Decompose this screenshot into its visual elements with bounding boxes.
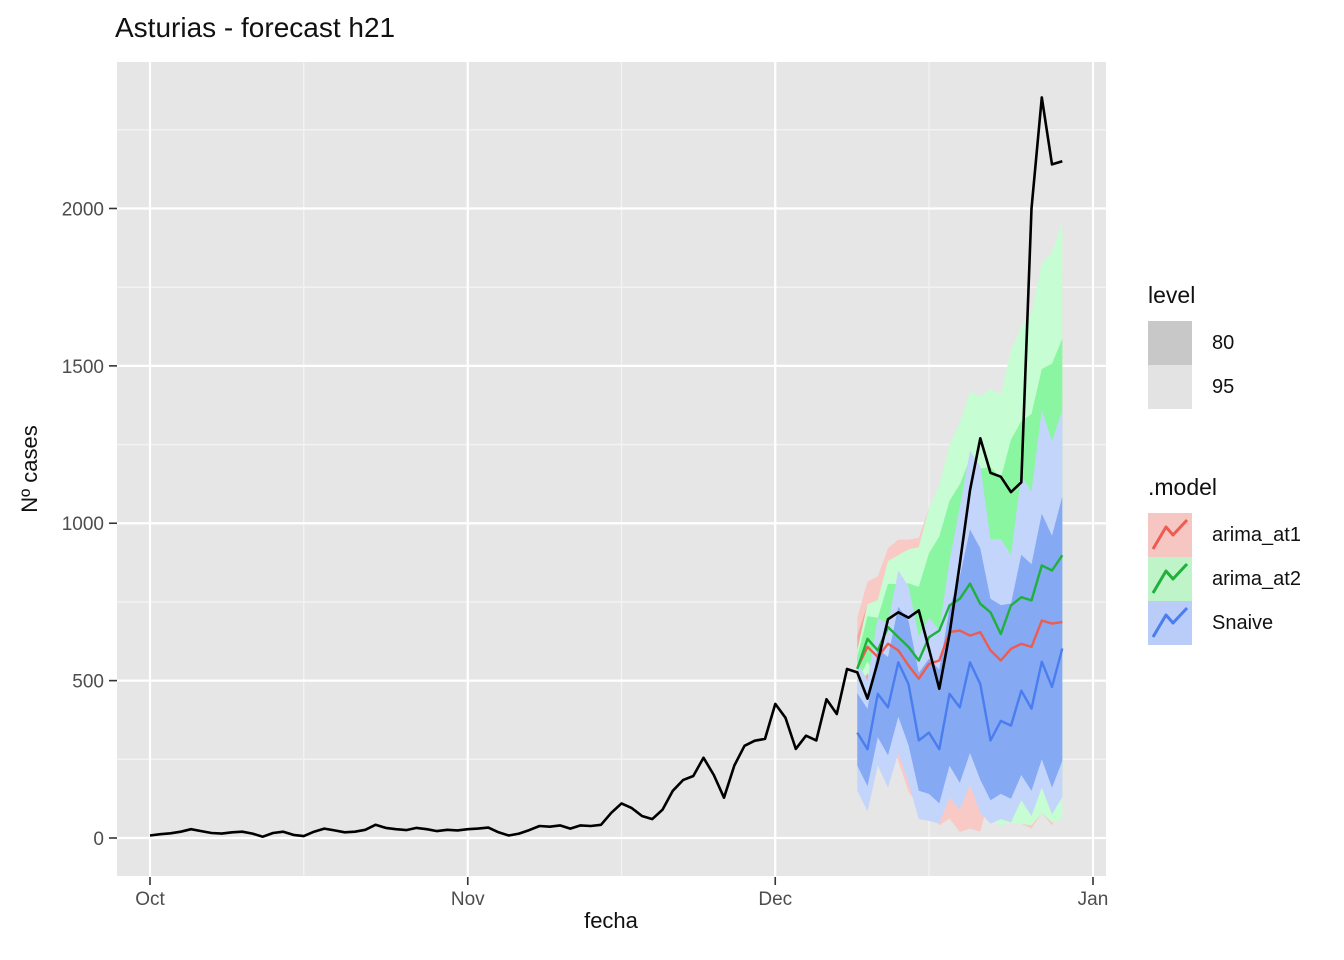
legend-item-arima-at1: arima_at1 xyxy=(1148,513,1301,557)
level-95-swatch xyxy=(1148,365,1192,409)
legend-model-title: .model xyxy=(1148,474,1218,500)
y-tick-label: 500 xyxy=(72,672,104,693)
observed-line xyxy=(149,96,1063,839)
x-tick-label: Nov xyxy=(451,889,485,910)
y-axis-title: Nº cases xyxy=(17,425,42,513)
y-tick-label: 2000 xyxy=(62,199,104,220)
legend-level-title: level xyxy=(1148,282,1196,308)
arima_at2-mean-line xyxy=(856,554,1064,670)
chart-title: Asturias - forecast h21 xyxy=(115,12,396,43)
legend-item-snaive: Snaive xyxy=(1148,601,1301,645)
arima-at1-key-icon xyxy=(1148,513,1192,557)
legend-model: .model arima_at1 arima_at2 Snaive xyxy=(1148,474,1301,645)
snaive-key-icon xyxy=(1148,601,1192,645)
legend-level: level 80 95 xyxy=(1148,282,1234,409)
level-80-swatch xyxy=(1148,321,1192,365)
legend-item-arima-at2: arima_at2 xyxy=(1148,557,1301,601)
x-axis-title: fecha xyxy=(584,908,638,933)
legend-item-label: Snaive xyxy=(1212,611,1274,634)
x-tick-label: Dec xyxy=(758,889,792,910)
x-tick-label: Jan xyxy=(1078,889,1109,910)
legend-item-label: arima_at1 xyxy=(1212,523,1301,546)
arima-at2-key-icon xyxy=(1148,557,1192,601)
legend-item-level-80: 80 xyxy=(1148,321,1234,365)
legend-item-label: 80 xyxy=(1212,331,1235,354)
y-tick-label: 1000 xyxy=(62,514,104,535)
arima_at1-mean-line xyxy=(856,619,1063,680)
series-layer xyxy=(149,96,1064,839)
y-tick-label: 0 xyxy=(93,829,104,850)
x-tick-label: Oct xyxy=(135,889,165,910)
Snaive-mean-line xyxy=(856,648,1064,751)
legend-item-level-95: 95 xyxy=(1148,365,1234,409)
legend-item-label: 95 xyxy=(1212,375,1235,398)
y-tick-label: 1500 xyxy=(62,357,104,378)
legend-item-label: arima_at2 xyxy=(1212,567,1301,590)
